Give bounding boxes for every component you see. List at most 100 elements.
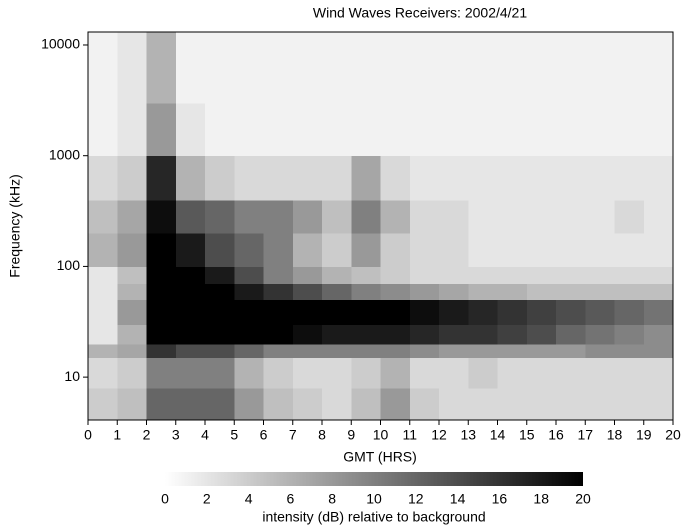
cell (351, 387, 381, 421)
cell (468, 199, 498, 234)
x-tick-label: 12 (431, 427, 447, 443)
cell (380, 299, 411, 325)
cell (556, 299, 586, 325)
cell (468, 155, 498, 201)
cell (263, 357, 294, 389)
y-axis-label: Frequency (kHz) (7, 174, 23, 277)
cell (585, 343, 615, 359)
cell (614, 343, 645, 359)
cell (351, 343, 381, 359)
cell (292, 32, 323, 104)
cell (409, 299, 440, 325)
cell (351, 357, 381, 389)
cell (614, 387, 645, 421)
colorbar-tick-label: 16 (492, 491, 508, 507)
x-tick-label: 4 (201, 427, 209, 443)
x-tick-label: 3 (172, 427, 180, 443)
colorbar-tick-label: 14 (450, 491, 466, 507)
cell (497, 299, 528, 325)
cell (439, 283, 469, 301)
cell (380, 324, 411, 345)
cell (263, 343, 294, 359)
cell (556, 32, 586, 104)
x-tick-label: 19 (636, 427, 652, 443)
cell (497, 283, 528, 301)
cell (556, 343, 586, 359)
colorbar-tick-label: 12 (408, 491, 424, 507)
cell (614, 266, 645, 285)
cell (439, 32, 469, 104)
cell (117, 199, 147, 234)
cell (614, 283, 645, 301)
cell (205, 299, 235, 325)
cell (322, 357, 352, 389)
cell (175, 324, 206, 345)
cell (439, 299, 469, 325)
heatmap (88, 32, 674, 421)
cell (351, 233, 381, 267)
cell (468, 387, 498, 421)
cell (146, 357, 177, 389)
cell (234, 387, 264, 421)
colorbar-tick-label: 8 (328, 491, 336, 507)
cell (468, 299, 498, 325)
cell (380, 357, 411, 389)
cell (643, 233, 674, 267)
cell (292, 233, 323, 267)
cell (175, 266, 206, 285)
cell (556, 283, 586, 301)
cell (234, 199, 264, 234)
cell (292, 299, 323, 325)
cell (643, 343, 674, 359)
cell (614, 324, 645, 345)
cell (497, 155, 528, 201)
cell (234, 266, 264, 285)
cell (292, 266, 323, 285)
cell (439, 324, 469, 345)
cell (526, 387, 557, 421)
cell (380, 102, 411, 157)
cell (88, 233, 118, 267)
cell (585, 102, 615, 157)
cell (263, 102, 294, 157)
cell (526, 324, 557, 345)
colorbar-tick-label: 18 (533, 491, 549, 507)
cell (175, 283, 206, 301)
colorbar-label: intensity (dB) relative to background (262, 509, 485, 525)
x-tick-label: 14 (490, 427, 506, 443)
cell (614, 299, 645, 325)
cell (292, 199, 323, 234)
cell (263, 299, 294, 325)
cell (351, 266, 381, 285)
cell (497, 357, 528, 389)
cell (117, 343, 147, 359)
cell (380, 387, 411, 421)
cell (556, 233, 586, 267)
cell (380, 233, 411, 267)
cell (322, 266, 352, 285)
cell (351, 32, 381, 104)
cell (175, 387, 206, 421)
cell (585, 233, 615, 267)
x-tick-label: 0 (84, 427, 92, 443)
cell (88, 324, 118, 345)
cell (117, 155, 147, 201)
cell (351, 199, 381, 234)
cell (88, 343, 118, 359)
cell (146, 343, 177, 359)
cell (439, 387, 469, 421)
cell (409, 387, 440, 421)
cell (234, 357, 264, 389)
cell (322, 343, 352, 359)
cell (234, 283, 264, 301)
cell (497, 199, 528, 234)
cell (497, 387, 528, 421)
cell (643, 102, 674, 157)
cell (556, 199, 586, 234)
chart-title: Wind Waves Receivers: 2002/4/21 (313, 5, 527, 21)
x-tick-label: 1 (113, 427, 121, 443)
cell (497, 32, 528, 104)
y-tick-label: 10000 (41, 36, 80, 52)
cell (175, 343, 206, 359)
x-tick-label: 5 (230, 427, 238, 443)
